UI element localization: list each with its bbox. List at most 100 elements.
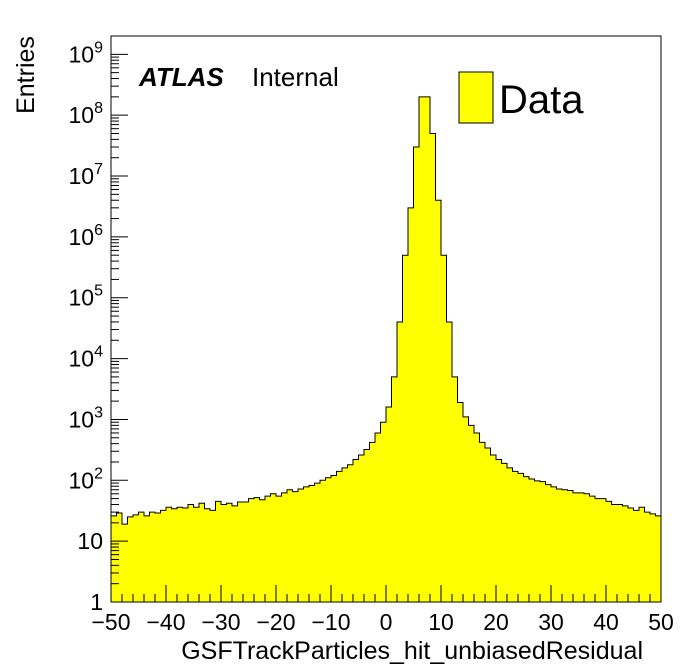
histogram-bar xyxy=(149,512,156,602)
y-axis-title: Entries xyxy=(12,36,40,114)
histogram-bar xyxy=(287,489,293,602)
histogram-bar xyxy=(353,459,359,602)
histogram-bar xyxy=(534,480,541,602)
x-tick-label: −10 xyxy=(311,609,350,635)
histogram-bar xyxy=(331,475,337,602)
histogram-bar xyxy=(221,504,227,602)
histogram-bar xyxy=(138,512,145,602)
internal-label: Internal xyxy=(252,62,339,92)
histogram-bar xyxy=(567,490,574,602)
histogram-bar xyxy=(199,503,205,602)
y-axis: 1 10 102 103 104 105 106 107 108 109 xyxy=(69,39,128,615)
histogram-bar xyxy=(265,496,271,602)
histogram-bar xyxy=(204,508,211,602)
histogram-bar xyxy=(562,489,568,602)
histogram-bar xyxy=(446,321,453,602)
histogram-bar xyxy=(254,497,260,602)
histogram-bar xyxy=(292,491,299,602)
histogram-bar xyxy=(166,507,172,602)
histogram-bar xyxy=(402,255,409,602)
histogram-bar xyxy=(171,508,178,602)
legend-label-data: Data xyxy=(499,78,584,122)
histogram-bar xyxy=(573,492,579,602)
histogram-bar xyxy=(133,514,139,602)
y-tick-label: 1 xyxy=(90,589,103,615)
histogram-bar xyxy=(298,488,304,602)
histogram-bar xyxy=(463,416,469,602)
histogram-bar xyxy=(182,508,189,602)
atlas-label: ATLAS xyxy=(138,62,224,92)
histogram-bar xyxy=(155,513,161,602)
histogram-bar xyxy=(617,504,623,602)
histogram-bar xyxy=(639,507,645,602)
histogram-bar xyxy=(177,507,183,602)
histogram-bar xyxy=(336,471,343,602)
histogram-bar xyxy=(622,505,629,602)
histogram-bar xyxy=(259,499,266,602)
y-tick-label: 102 xyxy=(69,465,104,493)
histogram-bar xyxy=(435,200,442,602)
histogram-bar xyxy=(523,476,530,602)
x-axis: −50 −40 −30 −20 −10 0 10 20 30 40 50 xyxy=(91,585,674,635)
y-tick-label: 103 xyxy=(69,404,104,432)
histogram-bar xyxy=(545,484,552,602)
histogram-bar xyxy=(457,402,464,602)
histogram-bar xyxy=(479,442,486,602)
histogram-bar xyxy=(303,486,310,602)
histogram-bars xyxy=(111,96,662,603)
x-tick-label: −40 xyxy=(146,609,185,635)
histogram-bar xyxy=(518,473,524,602)
histogram-bar xyxy=(122,524,128,602)
x-tick-label: 10 xyxy=(428,609,454,635)
histogram-bar xyxy=(606,501,612,602)
minor-ticks xyxy=(111,35,651,602)
histogram-bar xyxy=(369,442,376,602)
histogram-bar xyxy=(347,464,354,602)
legend-swatch-data xyxy=(458,71,494,124)
histogram-bar xyxy=(474,432,480,602)
y-tick-label: 108 xyxy=(69,100,104,128)
histogram-bar xyxy=(628,508,634,602)
histogram-bar xyxy=(551,486,557,602)
histogram-bar xyxy=(430,133,436,603)
histogram-bar xyxy=(375,432,381,602)
y-tick-label: 10 xyxy=(77,528,103,554)
histogram-bar xyxy=(380,422,387,602)
x-tick-label: 30 xyxy=(538,609,564,635)
histogram-bar xyxy=(248,498,255,602)
histogram-bar xyxy=(127,516,134,602)
histogram-bar xyxy=(633,510,640,602)
histogram-bar xyxy=(210,510,216,602)
x-tick-label: 0 xyxy=(380,609,393,635)
y-tick-label: 107 xyxy=(69,161,104,189)
histogram-bar xyxy=(364,449,370,602)
histogram-bar xyxy=(144,515,150,602)
x-tick-label: −20 xyxy=(256,609,295,635)
histogram-bar xyxy=(320,480,326,602)
histogram-bar xyxy=(556,488,563,602)
y-tick-label: 109 xyxy=(69,39,104,67)
histogram-bar xyxy=(529,479,535,602)
histogram-bar xyxy=(386,407,392,602)
x-tick-label: −50 xyxy=(91,609,130,635)
histogram-bar xyxy=(309,485,315,602)
histogram-bar xyxy=(325,477,332,602)
histogram-bar xyxy=(215,501,222,602)
histogram-bar xyxy=(243,501,249,602)
histogram-bar xyxy=(413,146,420,602)
histogram-bar xyxy=(452,376,458,602)
histogram-bar xyxy=(270,493,277,602)
histogram-bar xyxy=(358,455,365,602)
histogram-bar xyxy=(276,496,282,602)
y-tick-label: 105 xyxy=(69,283,104,311)
histogram-bar xyxy=(468,425,475,602)
histogram-bar xyxy=(193,507,200,602)
histogram-bar xyxy=(512,471,519,602)
histogram-bar xyxy=(424,96,431,602)
histogram-bar xyxy=(589,496,596,602)
histogram-bar xyxy=(644,512,651,602)
histogram-bar xyxy=(419,96,425,602)
histogram-bar xyxy=(408,207,414,602)
x-axis-title: GSFTrackParticles_hit_unbiasedResidual xyxy=(181,637,643,665)
